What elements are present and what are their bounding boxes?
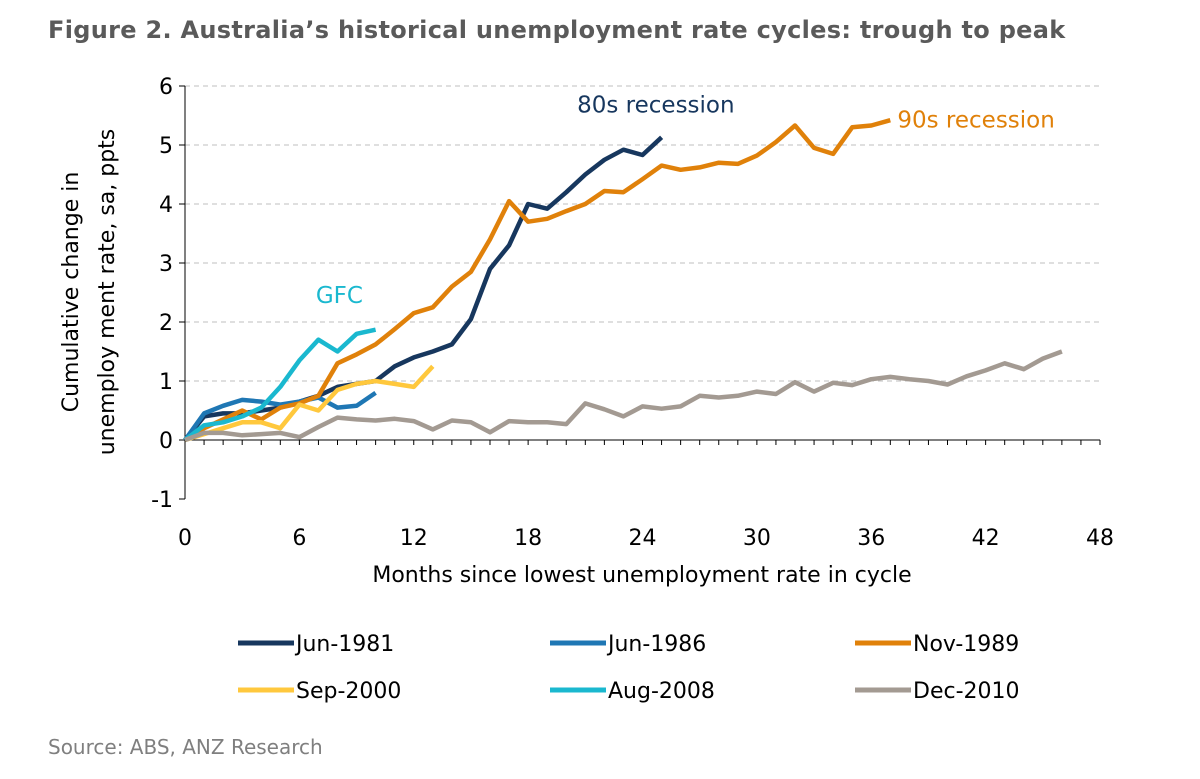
annotations: 80s recession 90s recession GFC bbox=[316, 93, 1055, 310]
series-line-sep-2000 bbox=[184, 364, 435, 443]
y-tick-label: 5 bbox=[159, 134, 173, 159]
y-axis-label-line2: unemploy ment rate, sa, ppts bbox=[95, 129, 120, 456]
series-line-dec-2010 bbox=[184, 349, 1063, 443]
y-tick-label: 4 bbox=[159, 193, 173, 218]
series-lines bbox=[183, 118, 1063, 443]
axes bbox=[179, 85, 1101, 500]
legend-label-jun-1986: Jun-1986 bbox=[606, 632, 706, 657]
x-tick-label: 42 bbox=[972, 526, 1000, 551]
y-axis-label-line1: Cumulative change in bbox=[59, 172, 84, 413]
legend: Jun-1981 Jun-1986 Nov-1989 Sep-2000 Aug-2008… bbox=[238, 632, 1020, 704]
y-tick-labels: -1 0 1 2 3 4 5 6 bbox=[151, 75, 173, 513]
annotation-90s-recession: 90s recession bbox=[897, 107, 1054, 133]
x-tick-label: 30 bbox=[743, 526, 771, 551]
x-tick-label: 36 bbox=[857, 526, 885, 551]
annotation-gfc: GFC bbox=[316, 283, 363, 309]
x-tick-labels: 0 6 12 18 24 30 36 42 48 bbox=[178, 526, 1114, 551]
legend-label-dec-2010: Dec-2010 bbox=[913, 679, 1020, 704]
y-tick-label: -1 bbox=[151, 488, 173, 513]
x-tick-label: 24 bbox=[629, 526, 657, 551]
legend-label-nov-1989: Nov-1989 bbox=[913, 632, 1019, 657]
series-line-jun-1986 bbox=[183, 390, 377, 442]
chart-title: Figure 2. Australia’s historical unemplo… bbox=[48, 16, 1066, 44]
series-line-nov-1989 bbox=[183, 118, 891, 442]
y-tick-label: 6 bbox=[159, 75, 173, 100]
y-tick-label: 2 bbox=[159, 311, 173, 336]
y-tick-label: 1 bbox=[159, 370, 173, 395]
legend-label-jun-1981: Jun-1981 bbox=[294, 632, 394, 657]
annotation-80s-recession: 80s recession bbox=[577, 93, 734, 119]
y-tick-label: 3 bbox=[159, 252, 173, 277]
legend-label-sep-2000: Sep-2000 bbox=[296, 679, 401, 704]
x-axis-label: Months since lowest unemployment rate in… bbox=[372, 563, 911, 588]
x-tick-label: 18 bbox=[514, 526, 542, 551]
series-line-aug-2008 bbox=[183, 327, 377, 442]
legend-label-aug-2008: Aug-2008 bbox=[608, 679, 715, 704]
x-tick-label: 0 bbox=[178, 526, 192, 551]
source-note: Source: ABS, ANZ Research bbox=[48, 735, 323, 759]
y-tick-label: 0 bbox=[159, 429, 173, 454]
x-tick-label: 12 bbox=[400, 526, 428, 551]
x-tick-label: 6 bbox=[292, 526, 306, 551]
x-tick-label: 48 bbox=[1086, 526, 1114, 551]
series-line-jun-1981 bbox=[183, 135, 664, 442]
